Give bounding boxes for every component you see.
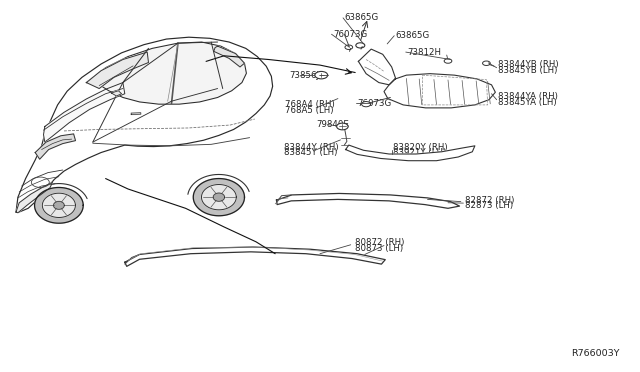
Text: 83844Y (RH): 83844Y (RH)	[284, 143, 339, 152]
Circle shape	[444, 59, 452, 63]
Text: R766003Y: R766003Y	[571, 349, 620, 358]
Text: 79840E: 79840E	[316, 120, 349, 129]
Polygon shape	[202, 185, 236, 210]
Text: 76073G: 76073G	[333, 30, 367, 39]
Polygon shape	[193, 179, 244, 216]
Polygon shape	[16, 37, 273, 212]
Circle shape	[362, 102, 371, 107]
Polygon shape	[35, 134, 76, 159]
Polygon shape	[276, 193, 460, 208]
Text: 76073G: 76073G	[357, 99, 392, 108]
Polygon shape	[131, 113, 141, 115]
Polygon shape	[125, 247, 385, 266]
Polygon shape	[86, 42, 246, 104]
Polygon shape	[346, 145, 475, 161]
Text: 83844YB (RH): 83844YB (RH)	[498, 60, 559, 69]
Polygon shape	[358, 49, 396, 85]
Polygon shape	[42, 193, 76, 218]
Text: 83820Y (RH): 83820Y (RH)	[393, 143, 447, 152]
Circle shape	[337, 123, 348, 130]
Text: 83844YA (RH): 83844YA (RH)	[498, 92, 558, 101]
Polygon shape	[111, 91, 122, 96]
Text: 63865G: 63865G	[344, 13, 379, 22]
Polygon shape	[86, 52, 148, 89]
Text: 80872 (RH): 80872 (RH)	[355, 238, 404, 247]
Polygon shape	[214, 46, 244, 67]
Text: 73812H: 73812H	[407, 48, 441, 57]
Circle shape	[315, 71, 328, 79]
Polygon shape	[54, 201, 64, 209]
Text: 82872 (RH): 82872 (RH)	[465, 196, 514, 205]
Text: 80873 (LH): 80873 (LH)	[355, 244, 403, 253]
Text: 63865G: 63865G	[396, 31, 430, 40]
Text: 83845Y (LH): 83845Y (LH)	[284, 148, 337, 157]
Text: 768A4 (RH): 768A4 (RH)	[285, 100, 335, 109]
Text: 83845YB (LH): 83845YB (LH)	[498, 66, 557, 75]
Polygon shape	[213, 193, 225, 201]
Text: 83845YA (LH): 83845YA (LH)	[498, 98, 557, 107]
Circle shape	[483, 61, 490, 65]
Polygon shape	[35, 187, 83, 223]
Text: 83921Y (LH): 83921Y (LH)	[393, 148, 446, 157]
Text: 73856J: 73856J	[289, 71, 319, 80]
Text: 768A5 (LH): 768A5 (LH)	[285, 106, 334, 115]
Text: 82873 (LH): 82873 (LH)	[465, 201, 513, 210]
Polygon shape	[16, 182, 52, 213]
Polygon shape	[384, 74, 495, 108]
Polygon shape	[44, 83, 125, 142]
